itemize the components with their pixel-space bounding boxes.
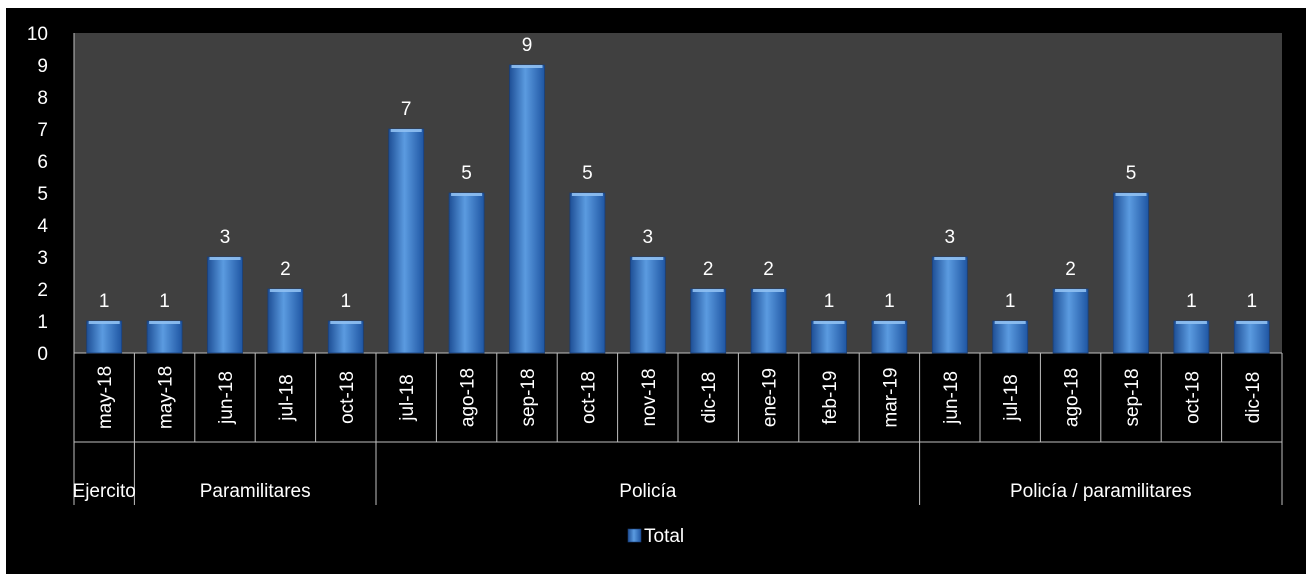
data-label: 5	[582, 163, 593, 184]
bar	[629, 256, 666, 354]
x-tick-label: may-18	[156, 366, 177, 429]
y-tick-label: 3	[37, 248, 48, 269]
data-label: 2	[703, 259, 714, 280]
data-label: 2	[1065, 259, 1076, 280]
bar	[388, 128, 425, 354]
data-label: 1	[341, 291, 352, 312]
data-label: 1	[884, 291, 895, 312]
legend-label: Total	[644, 526, 684, 547]
data-label: 5	[1126, 163, 1137, 184]
bar-top-highlight	[209, 257, 241, 260]
bar-top-highlight	[390, 129, 422, 132]
data-label: 2	[280, 259, 291, 280]
data-label: 3	[643, 227, 654, 248]
x-tick-label: nov-18	[639, 368, 660, 426]
group-label: Ejercito	[73, 481, 136, 502]
bar-top-highlight	[451, 193, 483, 196]
bar-top-highlight	[934, 257, 966, 260]
bar-top-highlight	[692, 289, 724, 292]
data-label: 5	[461, 163, 472, 184]
group-label: Paramilitares	[200, 481, 311, 502]
y-tick-label: 9	[37, 56, 48, 77]
x-tick-label: dic-18	[699, 372, 720, 424]
bar	[86, 320, 123, 354]
y-tick-label: 0	[37, 344, 48, 365]
data-label: 1	[99, 291, 110, 312]
data-label: 2	[763, 259, 774, 280]
x-tick-label: ene-19	[760, 368, 781, 427]
bar	[1233, 320, 1270, 354]
bar-top-highlight	[88, 321, 120, 324]
bar	[1113, 192, 1149, 354]
bar-top-highlight	[813, 321, 845, 324]
x-tick-label: jul-18	[276, 374, 297, 421]
x-tick-label: mar-19	[880, 367, 901, 427]
bar-top-highlight	[994, 321, 1026, 324]
y-tick-label: 10	[27, 24, 48, 45]
bar	[690, 288, 727, 354]
bar-top-highlight	[1055, 289, 1087, 292]
bar	[992, 320, 1029, 354]
bar-top-highlight	[632, 257, 664, 260]
plot-area	[74, 33, 1282, 353]
bar-top-highlight	[753, 289, 785, 292]
x-tick-label: jun-18	[216, 371, 237, 425]
x-tick-label: dic-18	[1243, 372, 1264, 424]
bar	[327, 320, 364, 354]
bar-top-highlight	[330, 321, 362, 324]
data-label: 1	[824, 291, 835, 312]
group-label: Policía	[619, 481, 676, 502]
x-tick-label: jul-18	[397, 374, 418, 421]
x-tick-label: oct-18	[578, 371, 599, 424]
data-label: 1	[159, 291, 170, 312]
legend-swatch	[627, 528, 642, 543]
x-tick-label: feb-19	[820, 371, 841, 425]
x-tick-label: oct-18	[1182, 371, 1203, 424]
bar-top-highlight	[1115, 193, 1147, 196]
data-label: 7	[401, 99, 412, 120]
data-label: 1	[1186, 291, 1197, 312]
bar	[569, 192, 606, 354]
y-tick-label: 7	[37, 120, 48, 141]
bar-top-highlight	[149, 321, 181, 324]
bar	[1052, 288, 1089, 354]
y-tick-label: 1	[37, 312, 48, 333]
data-label: 9	[522, 35, 533, 56]
data-label: 3	[220, 227, 231, 248]
bar-top-highlight	[1236, 321, 1268, 324]
bar	[146, 320, 183, 354]
bar	[750, 288, 787, 354]
x-tick-label: jun-18	[941, 371, 962, 425]
y-tick-label: 5	[37, 184, 48, 205]
x-tick-label: sep-18	[518, 368, 539, 426]
bar	[267, 288, 304, 354]
x-tick-label: sep-18	[1122, 368, 1143, 426]
bar	[1173, 320, 1210, 354]
data-label: 1	[1247, 291, 1258, 312]
x-tick-label: jul-18	[1001, 374, 1022, 421]
y-tick-label: 2	[37, 280, 48, 301]
bar-top-highlight	[511, 65, 543, 68]
bar	[448, 192, 485, 354]
data-label: 1	[1005, 291, 1016, 312]
x-tick-label: may-18	[95, 366, 116, 429]
data-label: 3	[945, 227, 956, 248]
y-tick-label: 4	[37, 216, 48, 237]
x-tick-label: ago-18	[458, 368, 479, 427]
bar	[207, 256, 243, 354]
x-tick-label: oct-18	[337, 371, 358, 424]
bar-top-highlight	[269, 289, 301, 292]
y-tick-label: 8	[37, 88, 48, 109]
bar-top-highlight	[873, 321, 905, 324]
bar	[871, 320, 908, 354]
bar-top-highlight	[571, 193, 603, 196]
bar	[509, 64, 545, 354]
bar	[811, 320, 847, 354]
bar	[931, 256, 968, 354]
y-tick-label: 6	[37, 152, 48, 173]
x-tick-label: ago-18	[1062, 368, 1083, 427]
bar-top-highlight	[1175, 321, 1207, 324]
group-label: Policía / paramilitares	[1010, 481, 1192, 502]
